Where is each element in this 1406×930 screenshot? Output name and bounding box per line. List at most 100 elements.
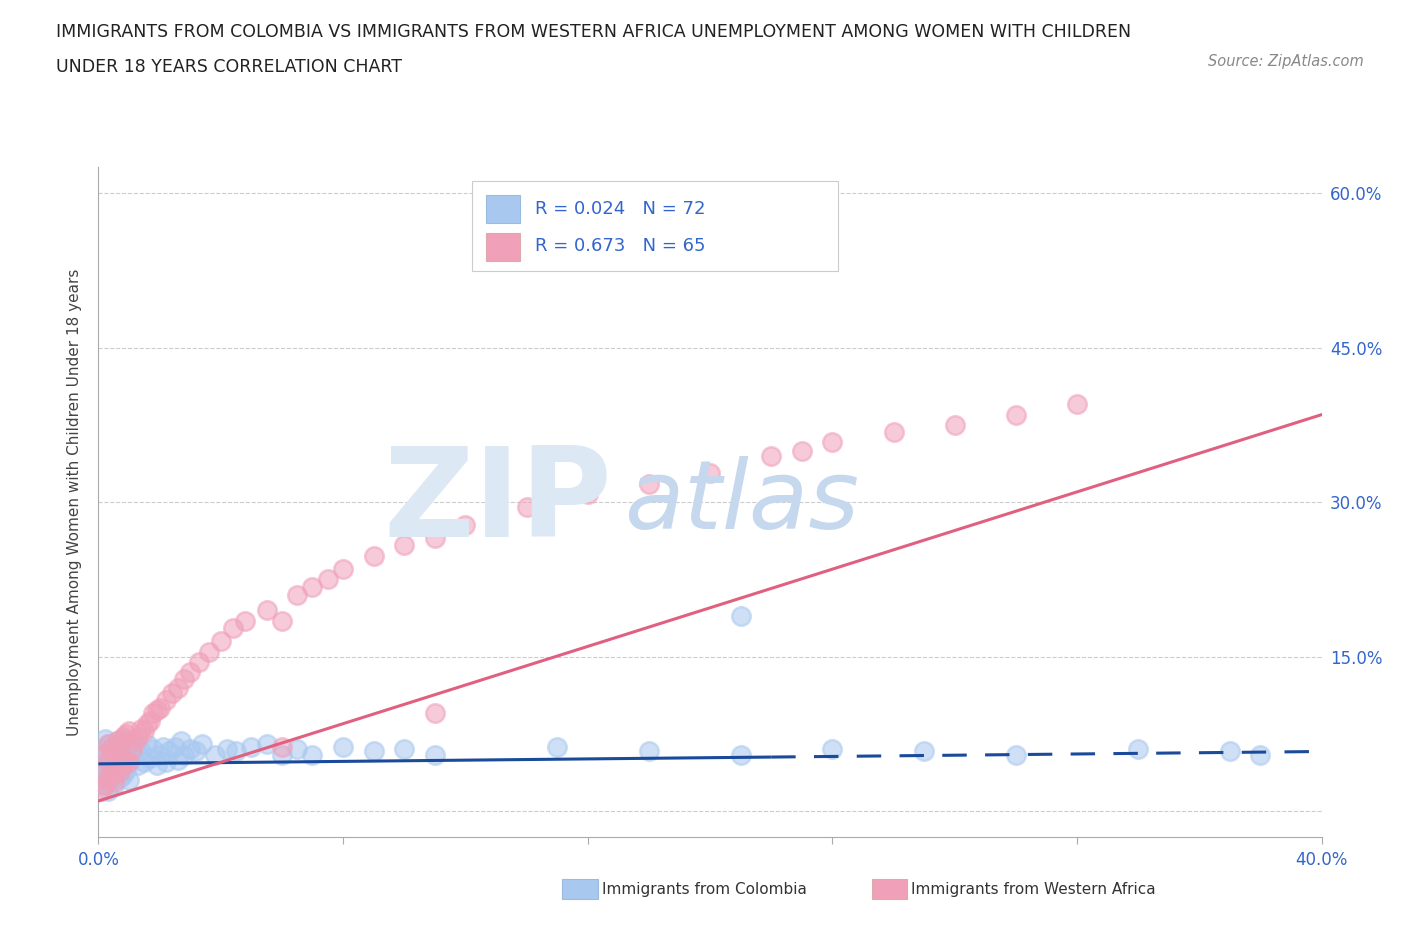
Point [103, 744, 125, 759]
Text: Immigrants from Colombia: Immigrants from Colombia [602, 882, 807, 897]
Point [285, 742, 308, 757]
Point [332, 740, 354, 755]
Point [139, 751, 162, 765]
Text: IMMIGRANTS FROM COLOMBIA VS IMMIGRANTS FROM WESTERN AFRICA UNEMPLOYMENT AMONG WO: IMMIGRANTS FROM COLOMBIA VS IMMIGRANTS F… [56, 23, 1132, 41]
Point [167, 680, 190, 695]
Point [225, 744, 247, 759]
Point [186, 744, 208, 759]
Point [821, 435, 844, 450]
Point [105, 764, 128, 779]
Point [124, 740, 146, 755]
Point [301, 747, 323, 762]
Point [121, 742, 143, 757]
Point [93, 778, 115, 793]
Point [111, 730, 134, 745]
Point [121, 747, 143, 762]
Point [1128, 742, 1150, 757]
Point [145, 703, 167, 718]
Point [118, 754, 141, 769]
Point [127, 730, 149, 745]
Point [1004, 747, 1026, 762]
Point [155, 754, 177, 769]
Point [100, 742, 122, 757]
Text: R = 0.024   N = 72: R = 0.024 N = 72 [536, 200, 706, 218]
Point [90, 757, 112, 772]
Point [118, 752, 141, 767]
Point [699, 466, 721, 481]
Y-axis label: Unemployment Among Women with Children Under 18 years: Unemployment Among Women with Children U… [67, 269, 83, 736]
Point [316, 572, 339, 587]
Point [392, 538, 416, 553]
Point [97, 783, 120, 798]
Point [233, 613, 256, 628]
Point [93, 763, 115, 777]
Point [103, 744, 125, 759]
Point [111, 768, 134, 783]
Point [145, 757, 167, 772]
Point [730, 747, 752, 762]
FancyBboxPatch shape [471, 180, 838, 272]
Point [136, 737, 159, 751]
Point [392, 742, 416, 757]
Point [129, 744, 152, 759]
Point [188, 655, 211, 670]
Point [111, 747, 134, 762]
Point [576, 486, 599, 501]
Point [115, 740, 138, 755]
Point [111, 757, 134, 772]
Point [90, 747, 112, 762]
Point [118, 773, 141, 788]
Point [103, 778, 125, 793]
Point [142, 742, 165, 757]
Point [821, 742, 844, 757]
Point [637, 744, 661, 759]
Point [111, 732, 134, 747]
Text: Immigrants from Western Africa: Immigrants from Western Africa [911, 882, 1156, 897]
Point [423, 531, 446, 546]
Point [546, 740, 568, 755]
Point [652, 253, 675, 268]
Point [163, 740, 186, 755]
Point [105, 734, 128, 749]
Point [90, 773, 112, 788]
Bar [486, 233, 520, 261]
Point [129, 722, 152, 737]
Point [256, 737, 278, 751]
Point [108, 737, 131, 751]
Point [209, 634, 232, 649]
Point [423, 747, 446, 762]
Point [1066, 397, 1088, 412]
Text: atlas: atlas [624, 456, 859, 549]
Point [883, 425, 905, 440]
Point [142, 706, 165, 721]
Point [1249, 747, 1271, 762]
Point [118, 734, 141, 749]
Point [93, 742, 115, 757]
Point [155, 693, 177, 708]
Point [152, 740, 174, 755]
Point [97, 752, 120, 767]
Point [270, 747, 292, 762]
Point [124, 734, 146, 749]
Point [516, 500, 538, 515]
Point [270, 613, 292, 628]
Point [454, 517, 477, 532]
Text: Source: ZipAtlas.com: Source: ZipAtlas.com [1208, 54, 1364, 69]
Bar [486, 195, 520, 223]
Point [943, 418, 966, 432]
Point [730, 608, 752, 623]
Point [149, 747, 172, 762]
Point [173, 672, 195, 687]
Point [97, 773, 120, 788]
Point [100, 754, 122, 769]
Point [204, 747, 226, 762]
Text: R = 0.673   N = 65: R = 0.673 N = 65 [536, 237, 706, 255]
Point [285, 588, 308, 603]
Point [103, 775, 125, 790]
Point [637, 476, 661, 491]
Point [93, 778, 115, 793]
Point [134, 724, 156, 738]
Point [157, 744, 180, 759]
Point [191, 737, 214, 751]
Point [115, 763, 138, 777]
